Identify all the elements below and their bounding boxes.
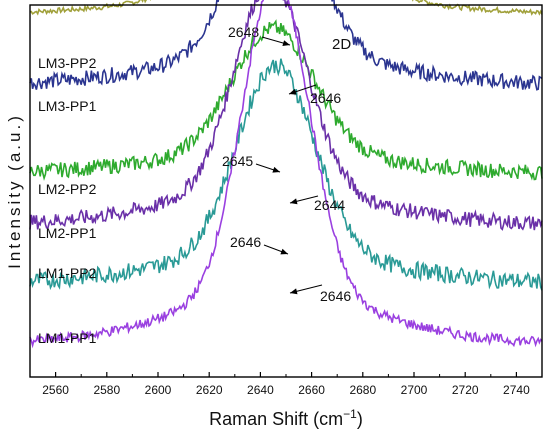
x-tick-label: 2580 [93, 383, 120, 397]
y-axis-label: Intensity (a.u.) [5, 113, 24, 269]
series-label: LM1-PP2 [38, 265, 97, 281]
peak-label: 2644 [314, 197, 345, 213]
peak-arrow-head [282, 40, 290, 46]
x-tick-label: 2640 [247, 383, 274, 397]
x-tick-label: 2600 [145, 383, 172, 397]
peak-arrow-head [289, 88, 297, 95]
x-axis-ticks: 2560 2580 2600 2620 2640 2660 2680 2700 2720 2740 [29, 372, 530, 397]
peak-label: 2646 [320, 288, 351, 304]
peak-label: 2646 [310, 90, 341, 106]
series-label: LM2-PP1 [38, 225, 97, 241]
x-tick-label: 2720 [452, 383, 479, 397]
series-line-lm2-pp1 [29, 0, 543, 231]
x-tick-label: 2560 [42, 383, 69, 397]
series-label: LM3-PP1 [38, 98, 97, 114]
series-label: LM3-PP2 [38, 55, 97, 71]
x-tick-label: 2700 [401, 383, 428, 397]
series-labels: LM3-PP2 LM3-PP1 LM2-PP2 LM2-PP1 LM1-PP2 LM1-P… [38, 55, 97, 346]
peak-arrow-head [290, 198, 298, 205]
peak-arrow-head [272, 166, 280, 173]
plot-frame [29, 4, 543, 378]
band-label: 2D [332, 36, 351, 53]
series-line-lm1-pp1 [29, 0, 543, 349]
peak-label: 2648 [228, 24, 259, 40]
series-curves [29, 0, 543, 349]
series-line-lm1-pp2 [29, 58, 543, 291]
x-tick-label: 2660 [298, 383, 325, 397]
series-line-lm2-pp2 [29, 19, 543, 181]
peak-label: 2645 [222, 153, 253, 169]
series-line-lm3-pp1 [29, 0, 543, 91]
x-tick-label: 2740 [503, 383, 530, 397]
x-tick-label: 2680 [349, 383, 376, 397]
peak-annotations: 2648 2646 2645 2644 2646 2646 [222, 24, 351, 304]
peak-label: 2646 [230, 234, 261, 250]
series-label: LM2-PP2 [38, 181, 97, 197]
x-tick-label: 2620 [196, 383, 223, 397]
x-axis-label-close: ) [357, 409, 363, 429]
peak-arrow-head [280, 248, 288, 255]
x-axis-label: Raman Shift (cm−1) [209, 407, 363, 429]
x-axis-label-main: Raman Shift (cm [209, 409, 343, 429]
series-label: LM1-PP1 [38, 330, 97, 346]
peak-arrow-head [290, 288, 298, 295]
x-axis-label-sup: −1 [343, 407, 357, 421]
